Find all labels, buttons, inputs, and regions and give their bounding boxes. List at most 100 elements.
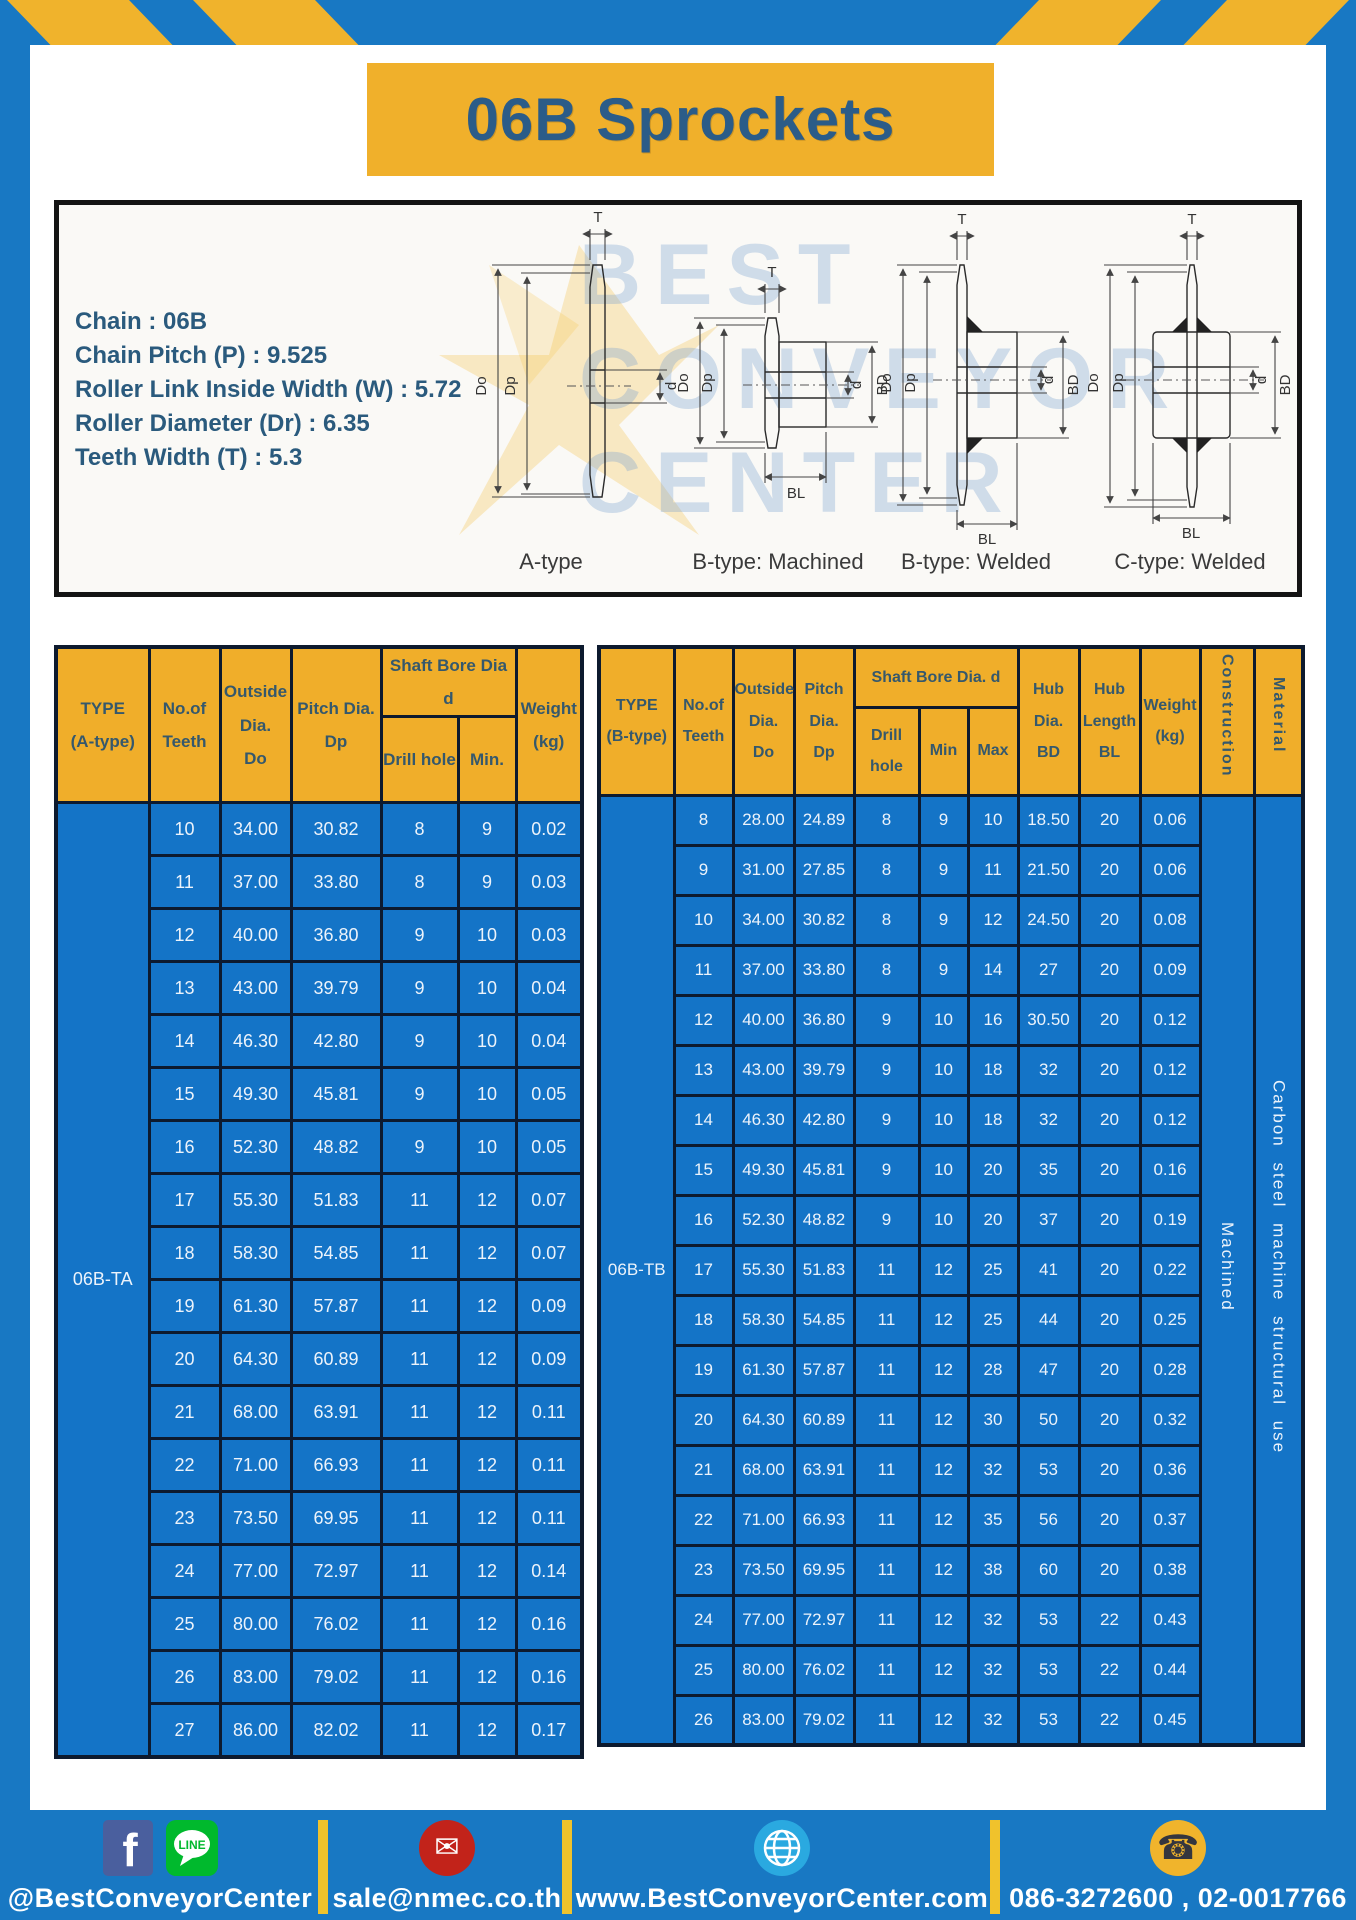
table-cell: 9 [917, 893, 970, 947]
table-cell: 12 [917, 1493, 970, 1547]
table-cell: 55.30 [218, 1172, 293, 1229]
table-cell: 0.14 [514, 1543, 584, 1600]
diagram-b-type-welded: Do Dp T d BD BL [878, 211, 1082, 548]
email-address[interactable]: sale@nmec.co.th [332, 1883, 562, 1913]
watermark-logo [439, 245, 719, 535]
table-cell: 20 [1077, 1543, 1142, 1597]
table-cell: 32 [966, 1643, 1020, 1697]
table-cell: 18 [147, 1225, 222, 1282]
footer-social-group: f LINE @BestConveyorCenter [8, 1820, 312, 1914]
globe-icon[interactable] [754, 1820, 810, 1876]
table-cell: 0.06 [1138, 843, 1202, 897]
phone-numbers[interactable]: 086-3272600 , 02-0017766 [1009, 1883, 1347, 1913]
svg-text:Do: Do [473, 376, 490, 395]
material-value-cell: Carbon steel machine structural use [1252, 793, 1305, 1747]
svg-text:BL: BL [978, 531, 996, 548]
table-cell: 32 [1016, 1043, 1081, 1097]
table-cell: 45.81 [792, 1143, 856, 1197]
website-url[interactable]: www.BestConveyorCenter.com [575, 1883, 989, 1913]
table-cell: 30.82 [792, 893, 856, 947]
table-cell: 20 [1077, 793, 1142, 847]
table-cell: 9 [456, 801, 518, 858]
table-cell: 19 [672, 1343, 735, 1397]
table-cell: 20 [966, 1193, 1020, 1247]
table-cell: 0.45 [1138, 1693, 1202, 1747]
table-cell: 28.00 [731, 793, 796, 847]
table-cell: 25 [966, 1293, 1020, 1347]
table-cell: 0.43 [1138, 1593, 1202, 1647]
svg-text:Dp: Dp [902, 373, 919, 392]
table-cell: 18 [672, 1293, 735, 1347]
table-cell: 0.02 [514, 801, 584, 858]
footer: f LINE @BestConveyorCenter ✉ sale@nmec.c… [0, 1810, 1356, 1920]
table-a-body: 06B-TA 10 34.00 30.82 8 9 0.02 11 37.00 33.80 8 9 0.… [54, 801, 584, 1759]
diagram-a-type: Do Dp T d [473, 209, 680, 498]
social-handle[interactable]: @BestConveyorCenter [7, 1883, 313, 1913]
table-row: 24 77.00 72.97 11 12 0.14 [56, 1543, 584, 1600]
spec-line: Teeth Width (T) : 5.3 [75, 444, 303, 471]
table-cell: 20 [1077, 1343, 1142, 1397]
mail-icon[interactable]: ✉ [419, 1820, 475, 1876]
line-icon[interactable]: LINE [165, 1820, 218, 1876]
table-row: 22 71.00 66.93 11 12 35 56 20 0.37 [599, 1493, 1303, 1547]
table-row: 21 68.00 63.91 11 12 32 53 20 0.36 [599, 1443, 1303, 1497]
table-row: 10 34.00 30.82 8 9 12 24.50 20 0.08 [599, 893, 1303, 947]
table-cell: 20 [1077, 943, 1142, 997]
diagram-label-b-welded: B-type: Welded [900, 549, 1051, 574]
table-cell: 32 [966, 1443, 1020, 1497]
table-cell: 10 [456, 907, 518, 964]
table-cell: 49.30 [218, 1066, 293, 1123]
table-cell: 12 [917, 1393, 970, 1447]
table-cell: 0.11 [514, 1384, 584, 1441]
table-cell: 24.50 [1016, 893, 1081, 947]
table-row: 13 43.00 39.79 9 10 18 32 20 0.12 [599, 1043, 1303, 1097]
table-cell: 9 [456, 854, 518, 911]
phone-icon[interactable]: ☎ [1150, 1820, 1206, 1876]
table-cell: 22 [1077, 1643, 1142, 1697]
table-cell: 0.12 [1138, 993, 1202, 1047]
table-cell: 38 [966, 1543, 1020, 1597]
diagram-label-a-type: A-type [519, 549, 583, 574]
facebook-icon[interactable]: f [102, 1820, 153, 1876]
table-cell: 11 [852, 1543, 921, 1597]
table-cell: 9 [672, 843, 735, 897]
table-row: 26 83.00 79.02 11 12 0.16 [56, 1649, 584, 1706]
table-cell: 10 [917, 1043, 970, 1097]
table-row: 17 55.30 51.83 11 12 0.07 [56, 1172, 584, 1229]
table-cell: 11 [379, 1225, 460, 1282]
svg-text:BD: BD [874, 374, 891, 395]
table-cell: 58.30 [218, 1225, 293, 1282]
table-cell: 0.44 [1138, 1643, 1202, 1697]
footer-divider [990, 1820, 1000, 1914]
table-cell: 9 [379, 1066, 460, 1123]
col-header-pitch-dia: Pitch Dia. Dp [289, 645, 383, 805]
table-cell: 54.85 [792, 1293, 856, 1347]
table-cell: 0.19 [1138, 1193, 1202, 1247]
table-row: 21 68.00 63.91 11 12 0.11 [56, 1384, 584, 1441]
diagram-b-type-machined: Do Dp T d BD BL [675, 264, 891, 502]
table-cell: 18 [966, 1043, 1020, 1097]
table-cell: 8 [672, 793, 735, 847]
table-cell: 27 [1016, 943, 1081, 997]
table-cell: 20 [1077, 1393, 1142, 1447]
svg-text:Do: Do [1085, 373, 1102, 392]
table-cell: 17 [672, 1243, 735, 1297]
table-row: 13 43.00 39.79 9 10 0.04 [56, 960, 584, 1017]
table-cell: 51.83 [792, 1243, 856, 1297]
table-cell: 25 [966, 1243, 1020, 1297]
table-cell: 44 [1016, 1293, 1081, 1347]
table-row: 12 40.00 36.80 9 10 16 30.50 20 0.12 [599, 993, 1303, 1047]
table-row: 20 64.30 60.89 11 12 0.09 [56, 1331, 584, 1388]
table-cell: 53 [1016, 1643, 1081, 1697]
table-cell: 61.30 [731, 1343, 796, 1397]
table-cell: 13 [147, 960, 222, 1017]
table-row: 16 52.30 48.82 9 10 20 37 20 0.19 [599, 1193, 1303, 1247]
table-row: 23 73.50 69.95 11 12 0.11 [56, 1490, 584, 1547]
table-cell: 58.30 [731, 1293, 796, 1347]
table-cell: 57.87 [792, 1343, 856, 1397]
table-cell: 22 [147, 1437, 222, 1494]
svg-text:Do: Do [878, 373, 895, 392]
table-cell: 50 [1016, 1393, 1081, 1447]
table-cell: 71.00 [218, 1437, 293, 1494]
table-cell: 63.91 [289, 1384, 383, 1441]
